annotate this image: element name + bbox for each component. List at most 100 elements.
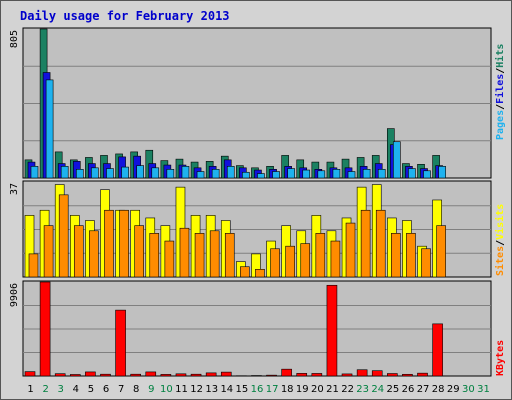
kbytes-bar bbox=[54, 373, 66, 377]
pages-bar bbox=[91, 167, 99, 179]
x-tick-label: 7 bbox=[118, 384, 124, 395]
sites-bar bbox=[28, 253, 39, 278]
kbytes-bar bbox=[145, 371, 157, 377]
legend-entry: Visits bbox=[494, 204, 506, 240]
kbytes-bar bbox=[296, 373, 308, 377]
x-tick-label: 1 bbox=[27, 384, 33, 395]
kbytes-bar bbox=[115, 309, 126, 377]
x-tick-label: 9 bbox=[148, 384, 154, 395]
sites-bar bbox=[179, 227, 190, 278]
x-tick-label: 11 bbox=[175, 384, 188, 395]
kbytes-bar bbox=[266, 374, 277, 377]
sites-bar bbox=[73, 225, 84, 278]
sites-bar bbox=[194, 233, 205, 278]
x-tick-label: 12 bbox=[190, 384, 203, 395]
sites-bar bbox=[421, 248, 431, 278]
sites-bar bbox=[43, 225, 54, 278]
pages-bar bbox=[45, 79, 54, 179]
pages-bar bbox=[106, 168, 114, 179]
series-kbytes bbox=[24, 281, 443, 377]
pages-bar bbox=[151, 167, 160, 179]
pages-bar bbox=[332, 169, 341, 179]
y-max-label: 805 bbox=[9, 30, 20, 48]
sites-bar bbox=[345, 222, 356, 278]
x-tick-label: 3 bbox=[58, 384, 64, 395]
x-tick-label: 5 bbox=[88, 384, 94, 395]
kbytes-bar bbox=[160, 374, 172, 377]
pages-bar bbox=[438, 166, 446, 179]
series-sites bbox=[28, 194, 446, 278]
x-tick-label: 26 bbox=[402, 384, 415, 395]
sites-bar bbox=[58, 194, 69, 278]
sites-bar bbox=[315, 233, 326, 278]
sites-bar bbox=[375, 209, 386, 278]
x-tick-label: 8 bbox=[133, 384, 139, 395]
pages-bar bbox=[30, 166, 39, 179]
sites-bar bbox=[300, 243, 311, 278]
x-tick-label: 10 bbox=[160, 384, 173, 395]
kbytes-bar bbox=[220, 371, 232, 377]
pages-bar bbox=[242, 171, 250, 179]
sites-bar bbox=[360, 209, 371, 278]
sites-bar bbox=[406, 233, 416, 278]
pages-bar bbox=[226, 166, 235, 179]
sites-bar bbox=[134, 225, 144, 278]
legend-bottom: KBytes bbox=[495, 340, 506, 376]
kbytes-bar bbox=[311, 373, 323, 377]
sites-bar bbox=[240, 266, 250, 278]
legend-entry: Pages bbox=[495, 110, 506, 140]
x-tick-label: 27 bbox=[417, 384, 430, 395]
panel-hits-files-pages: 805 bbox=[9, 27, 492, 179]
pages-bar bbox=[393, 141, 401, 179]
x-tick-label: 16 bbox=[251, 384, 264, 395]
sites-bar bbox=[391, 233, 401, 278]
kbytes-bar bbox=[432, 323, 443, 377]
series-pages bbox=[30, 79, 446, 179]
pages-bar bbox=[347, 171, 356, 179]
legend-entry: Hits bbox=[494, 44, 506, 68]
panel-kbytes: 9906 bbox=[9, 280, 492, 377]
x-tick-label: 18 bbox=[281, 384, 294, 395]
x-tick-label: 23 bbox=[356, 384, 369, 395]
x-tick-label: 21 bbox=[326, 384, 339, 395]
pages-bar bbox=[377, 169, 386, 179]
kbytes-bar bbox=[326, 284, 338, 377]
x-tick-label: 15 bbox=[236, 384, 249, 395]
x-tick-label: 17 bbox=[266, 384, 279, 395]
panel-visits-sites: 37 bbox=[9, 180, 492, 278]
sites-bar bbox=[209, 230, 220, 278]
pages-bar bbox=[181, 166, 190, 179]
legend-entry: / bbox=[495, 240, 506, 246]
x-tick-label: 28 bbox=[432, 384, 445, 395]
legend-entry: Files bbox=[494, 74, 506, 104]
x-tick-label: 31 bbox=[477, 384, 490, 395]
sites-bar bbox=[104, 209, 114, 278]
kbytes-bar bbox=[100, 373, 111, 377]
kbytes-bar bbox=[205, 372, 217, 377]
sites-bar bbox=[330, 240, 341, 278]
sites-bar bbox=[164, 240, 175, 278]
pages-bar bbox=[257, 173, 265, 179]
x-tick-label: 2 bbox=[42, 384, 48, 395]
pages-bar bbox=[317, 170, 326, 179]
pages-bar bbox=[211, 169, 220, 179]
x-tick-label: 30 bbox=[462, 384, 475, 395]
pages-bar bbox=[166, 169, 175, 179]
kbytes-bar bbox=[39, 281, 51, 377]
x-tick-label: 20 bbox=[311, 384, 324, 395]
kbytes-bar bbox=[175, 373, 187, 377]
legend-entry: / bbox=[495, 104, 506, 110]
pages-bar bbox=[287, 168, 295, 179]
legend-entry: KBytes bbox=[495, 340, 506, 376]
kbytes-bar bbox=[130, 373, 141, 377]
pages-bar bbox=[272, 171, 280, 179]
sites-bar bbox=[89, 230, 99, 278]
legend-entry: Sites bbox=[494, 246, 506, 276]
pages-bar bbox=[196, 171, 205, 179]
sites-bar bbox=[270, 248, 280, 278]
pages-bar bbox=[423, 170, 431, 179]
x-tick-label: 14 bbox=[220, 384, 233, 395]
kbytes-bar bbox=[281, 368, 292, 377]
kbytes-bar bbox=[387, 373, 398, 377]
